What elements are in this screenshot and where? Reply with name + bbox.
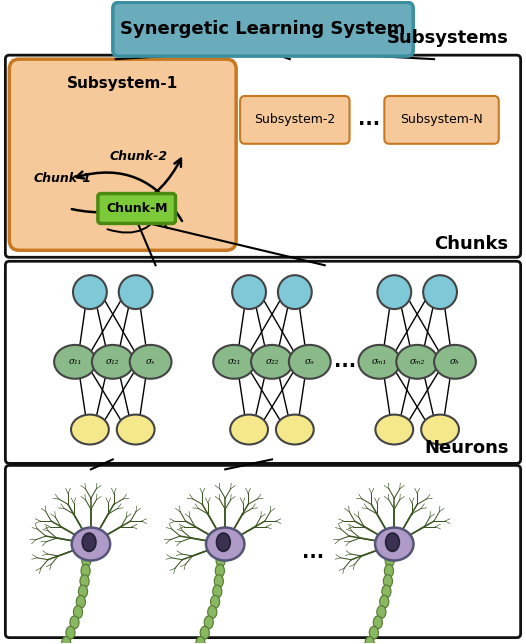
FancyBboxPatch shape — [113, 3, 413, 56]
Text: σ₁₂: σ₁₂ — [106, 357, 119, 366]
Circle shape — [232, 275, 266, 309]
Ellipse shape — [385, 564, 393, 577]
Text: Subsystem-2: Subsystem-2 — [254, 113, 336, 126]
FancyArrowPatch shape — [72, 158, 181, 213]
Ellipse shape — [421, 415, 459, 444]
Ellipse shape — [396, 345, 438, 379]
FancyBboxPatch shape — [5, 55, 521, 258]
Ellipse shape — [213, 345, 255, 379]
Ellipse shape — [215, 564, 225, 577]
Text: Subsystems: Subsystems — [387, 29, 509, 47]
Ellipse shape — [217, 533, 230, 551]
Ellipse shape — [434, 345, 476, 379]
Ellipse shape — [386, 533, 399, 551]
Text: Chunk-M: Chunk-M — [106, 202, 167, 215]
Ellipse shape — [365, 636, 374, 644]
Ellipse shape — [382, 585, 391, 598]
Text: σₘ₁: σₘ₁ — [372, 357, 387, 366]
Text: σₘ₂: σₘ₂ — [410, 357, 425, 366]
Ellipse shape — [380, 595, 389, 608]
Ellipse shape — [72, 527, 110, 560]
Text: σₔ: σₔ — [305, 357, 315, 366]
Ellipse shape — [130, 345, 171, 379]
Circle shape — [278, 275, 312, 309]
FancyBboxPatch shape — [240, 96, 350, 144]
Ellipse shape — [213, 585, 222, 598]
FancyBboxPatch shape — [98, 194, 176, 223]
Text: σ₁₁: σ₁₁ — [68, 357, 82, 366]
Text: Chunk-2: Chunk-2 — [109, 150, 168, 163]
Text: Chunk-1: Chunk-1 — [33, 172, 92, 185]
Ellipse shape — [375, 527, 413, 560]
Text: ...: ... — [358, 110, 380, 129]
Circle shape — [73, 275, 107, 309]
Ellipse shape — [82, 533, 96, 551]
Ellipse shape — [81, 564, 90, 577]
Ellipse shape — [251, 345, 293, 379]
Ellipse shape — [54, 345, 96, 379]
Ellipse shape — [385, 554, 394, 567]
Text: σ₂₂: σ₂₂ — [265, 357, 279, 366]
Ellipse shape — [62, 636, 71, 644]
Ellipse shape — [71, 415, 109, 444]
Ellipse shape — [289, 345, 331, 379]
Circle shape — [377, 275, 411, 309]
Ellipse shape — [206, 527, 245, 560]
Text: Subsystem-1: Subsystem-1 — [67, 75, 178, 91]
Ellipse shape — [377, 605, 386, 618]
Text: σₓ: σₓ — [146, 357, 155, 366]
Text: σₕ: σₕ — [450, 357, 460, 366]
FancyBboxPatch shape — [9, 59, 236, 251]
Ellipse shape — [359, 345, 400, 379]
Text: σ₂₁: σ₂₁ — [227, 357, 241, 366]
Ellipse shape — [92, 345, 134, 379]
Ellipse shape — [208, 605, 217, 618]
FancyArrowPatch shape — [76, 171, 182, 221]
FancyBboxPatch shape — [5, 261, 521, 464]
Ellipse shape — [210, 595, 220, 608]
Ellipse shape — [214, 574, 224, 587]
Ellipse shape — [78, 585, 88, 598]
Ellipse shape — [373, 616, 382, 629]
Ellipse shape — [74, 605, 83, 618]
Ellipse shape — [276, 415, 313, 444]
FancyBboxPatch shape — [385, 96, 499, 144]
Text: Neurons: Neurons — [424, 439, 509, 457]
Text: ...: ... — [333, 352, 356, 372]
Ellipse shape — [76, 595, 85, 608]
Text: Subsystem-N: Subsystem-N — [400, 113, 483, 126]
Ellipse shape — [200, 626, 209, 639]
Ellipse shape — [216, 554, 225, 567]
Text: Chunks: Chunks — [434, 235, 509, 253]
Ellipse shape — [80, 574, 89, 587]
Ellipse shape — [70, 616, 79, 629]
FancyBboxPatch shape — [5, 466, 521, 638]
Ellipse shape — [376, 415, 413, 444]
Text: ...: ... — [302, 542, 324, 562]
Ellipse shape — [230, 415, 268, 444]
Ellipse shape — [369, 626, 378, 639]
Ellipse shape — [66, 626, 75, 639]
Circle shape — [423, 275, 457, 309]
Text: Synergetic Learning System: Synergetic Learning System — [120, 20, 406, 38]
Ellipse shape — [383, 574, 392, 587]
FancyArrowPatch shape — [113, 205, 167, 228]
Ellipse shape — [117, 415, 155, 444]
Circle shape — [119, 275, 153, 309]
Ellipse shape — [204, 616, 214, 629]
Ellipse shape — [82, 554, 91, 567]
Ellipse shape — [196, 636, 205, 644]
FancyArrowPatch shape — [107, 203, 166, 232]
